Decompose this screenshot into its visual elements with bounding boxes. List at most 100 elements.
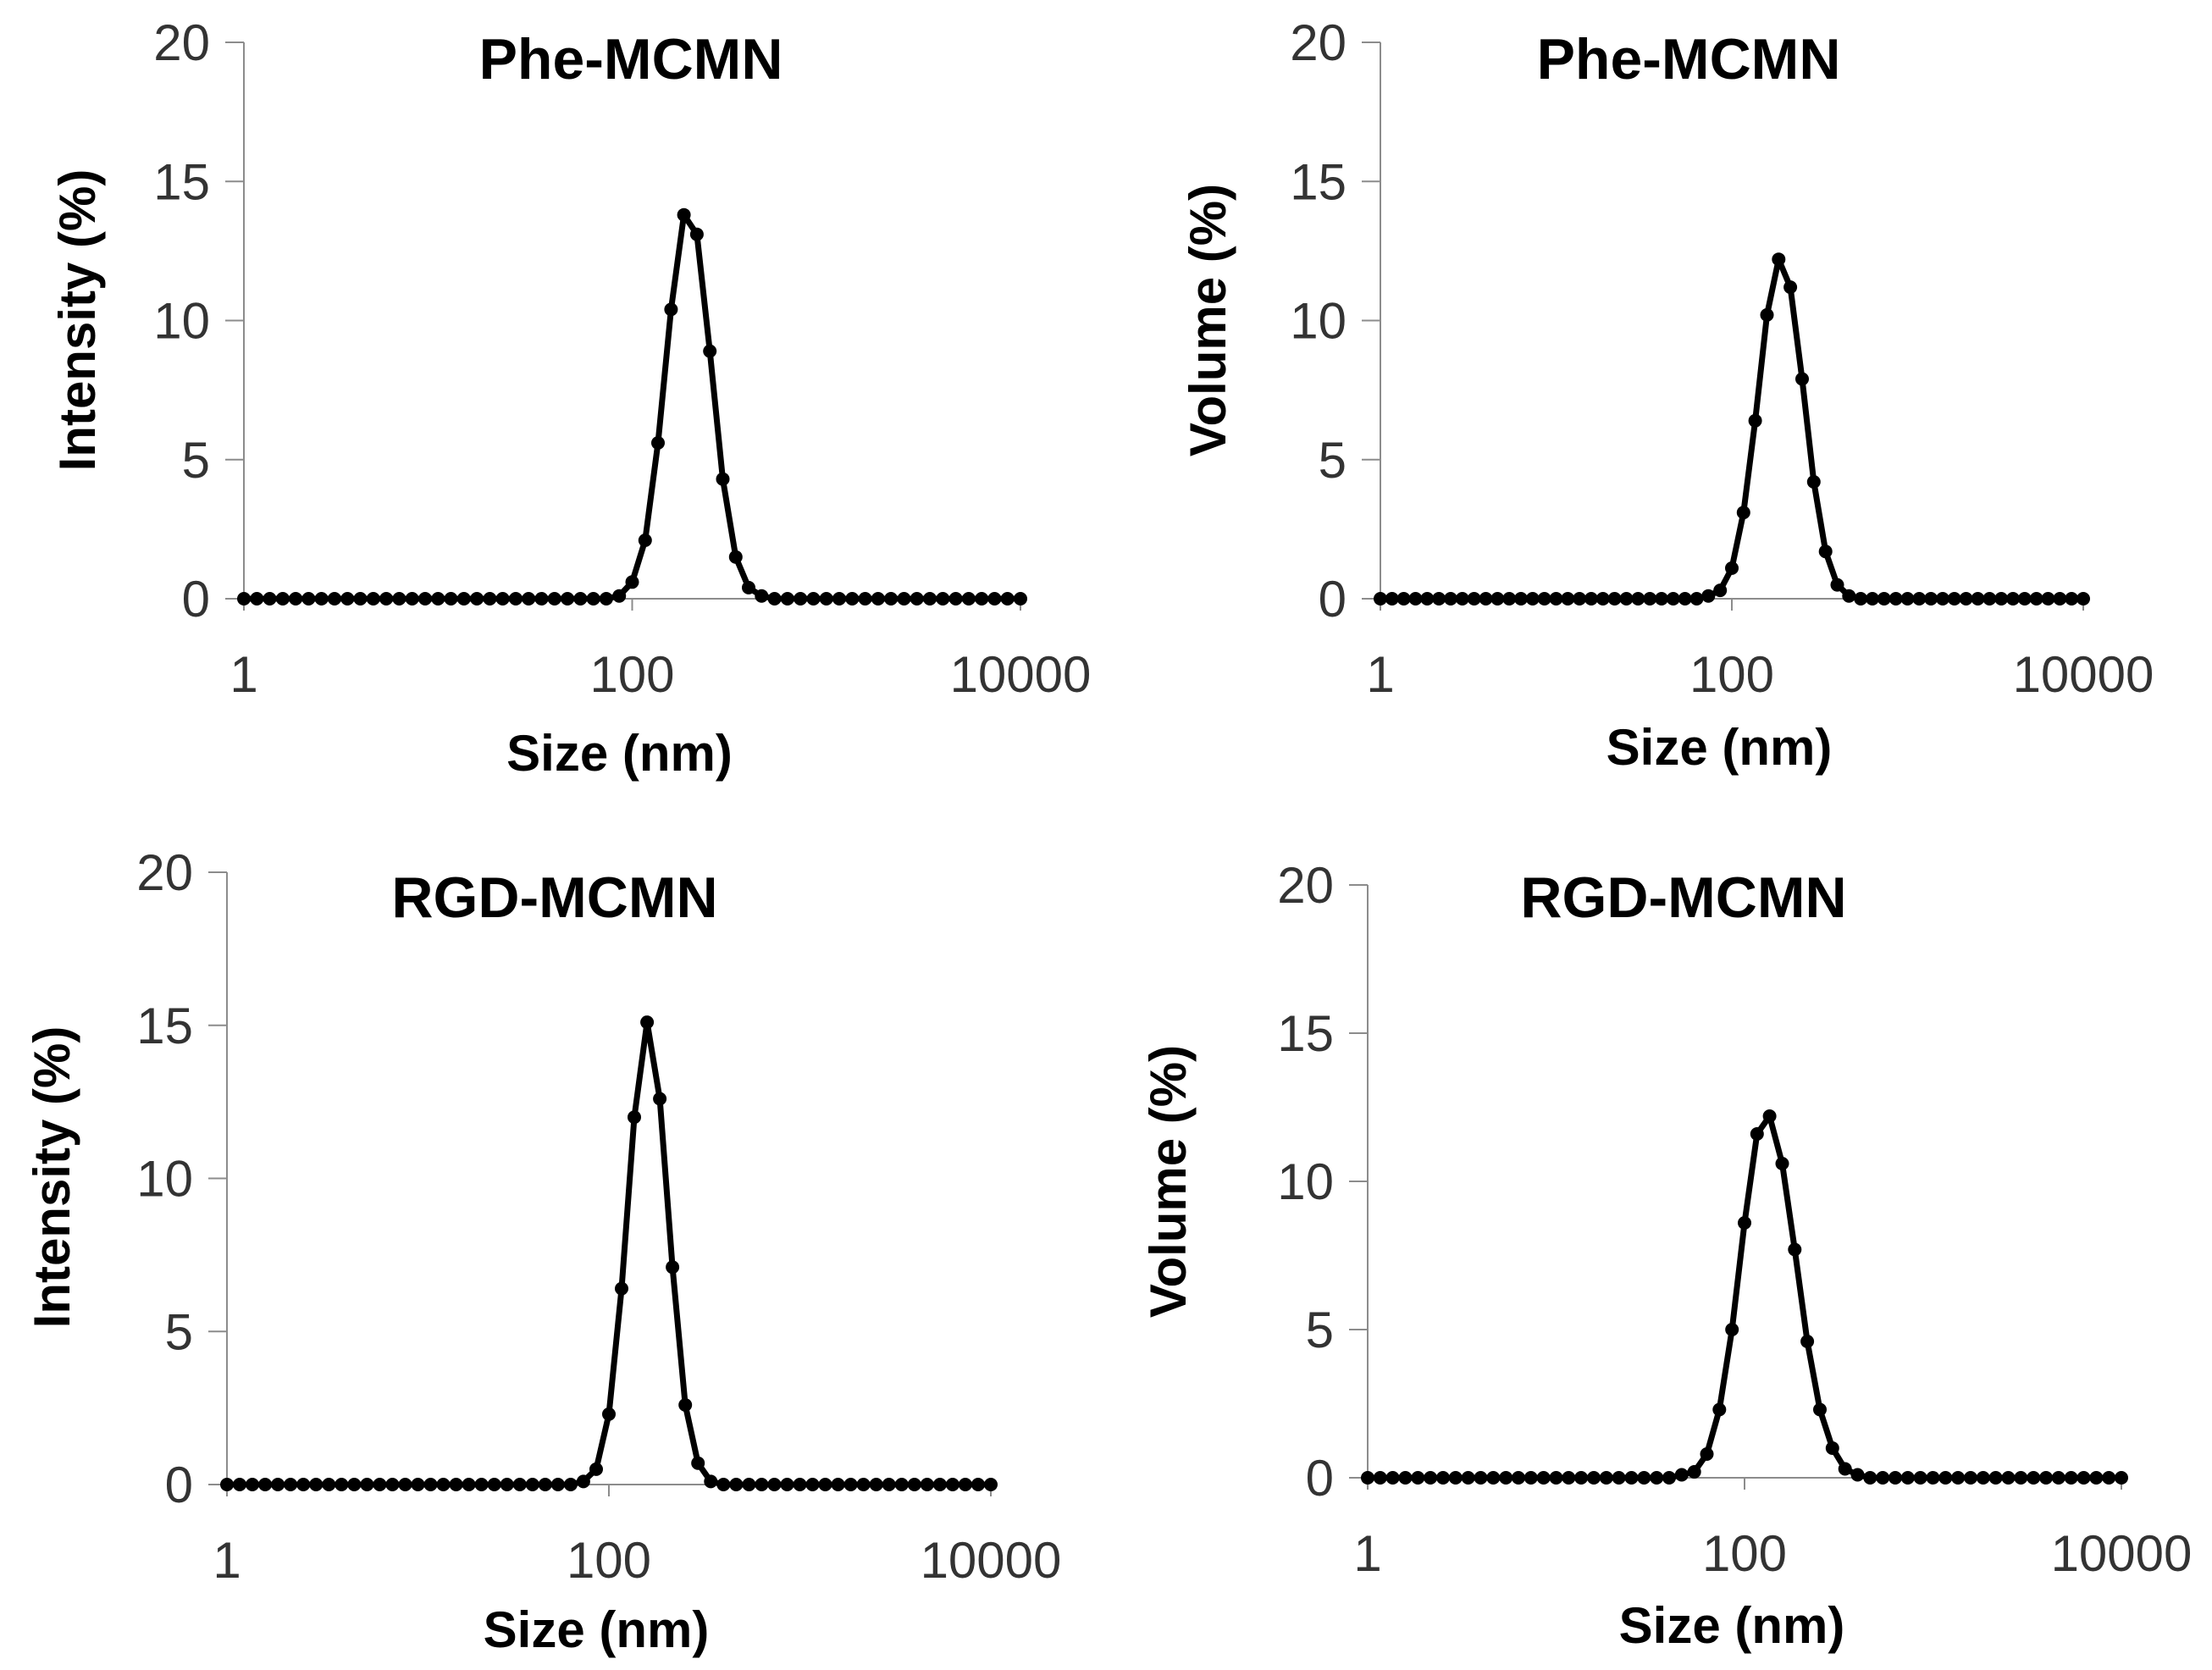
data-point [767,1478,782,1491]
data-point [882,1478,896,1491]
data-point [2051,1471,2065,1485]
data-point [275,592,290,606]
data-point [1838,1462,1852,1476]
data-point [794,592,808,606]
data-point [666,1260,680,1275]
data-point [1666,592,1680,606]
data-point [755,1478,769,1491]
data-point [1783,280,1798,295]
data-point [728,550,743,564]
data-point [1374,592,1387,606]
data-point [945,1478,959,1491]
data-point [691,1456,705,1470]
data-point [258,1478,273,1491]
data-point [1850,1468,1865,1482]
x-tick-label: 100 [567,1532,651,1589]
data-point [1936,592,1949,606]
data-point [418,592,432,606]
y-tick-label: 10 [1277,1153,1334,1210]
chart-panel-1: 0 5 10 15 20 1 100 10000 Phe-MCMN Size (nm) Intens… [49,14,1091,782]
data-point [1574,1471,1589,1485]
data-point [677,207,691,222]
data-point [246,1478,259,1491]
data-point [550,1478,565,1491]
data-point [1762,1109,1777,1123]
data-point [353,592,368,606]
data-point [910,592,924,606]
data-point [1631,592,1645,606]
data-point [1599,1471,1613,1485]
data-point [2017,592,2032,606]
data-point [858,592,872,606]
x-tick-label: 10000 [921,1532,1062,1589]
x-axis-title: Size (nm) [506,725,733,782]
data-point [703,344,717,358]
data-point [495,592,510,606]
data-point [1467,592,1481,606]
data-point [1877,592,1891,606]
y-tick-label: 5 [1319,432,1347,489]
data-point [1947,592,1961,606]
data-point [1562,1471,1576,1485]
data-point [716,1478,731,1491]
data-point [1713,583,1728,598]
data-point [263,592,277,606]
data-point [411,1478,425,1491]
x-axis-title: Size (nm) [1619,1597,1845,1654]
data-point [742,1478,756,1491]
data-point [1512,1471,1525,1485]
data-point [2077,1471,2091,1485]
data-point [971,1478,985,1491]
data-point [1461,1471,1475,1485]
data-point [1800,1335,1815,1348]
data-point [1373,1471,1387,1485]
data-point [871,592,885,606]
data-point [638,534,652,547]
data-point [1432,592,1446,606]
data-point [456,592,471,606]
data-point [2115,1471,2128,1485]
data-point [2001,1471,2016,1485]
data-point [1587,1471,1601,1485]
data-point [309,1478,324,1491]
data-point [1536,1471,1551,1485]
data-point [1479,592,1493,606]
data-point [1411,1471,1425,1485]
data-point [961,592,976,606]
data-point [1951,1471,1966,1485]
data-point [1396,592,1411,606]
data-point [2064,1471,2078,1485]
data-point [405,592,419,606]
data-point [1499,1471,1513,1485]
data-point [237,592,251,606]
data-point [1700,1447,1714,1461]
data-point [449,1478,463,1491]
data-point [628,1110,641,1125]
y-tick-label: 20 [1290,14,1347,71]
data-point [2102,1471,2116,1485]
y-tick-label: 0 [182,571,210,628]
data-point [1650,1471,1664,1485]
data-point [1486,1471,1501,1485]
data-point [1900,592,1915,606]
data-point [360,1478,374,1491]
data-point [1813,1402,1827,1417]
data-point [1854,592,1868,606]
data-point [431,592,445,606]
data-point [1607,592,1622,606]
data-point [612,589,627,603]
data-point [589,1462,603,1476]
data-point [1994,592,2009,606]
data-point [470,592,484,606]
data-point [615,1281,628,1296]
x-tick-label: 10000 [2013,646,2154,703]
data-point [509,592,523,606]
data-point [653,1092,667,1106]
data-point [563,1478,578,1491]
series-line [244,212,1020,602]
data-point [1888,1471,1902,1485]
data-point [1687,1465,1701,1479]
data-point [2029,592,2043,606]
data-point [1938,1471,1953,1485]
